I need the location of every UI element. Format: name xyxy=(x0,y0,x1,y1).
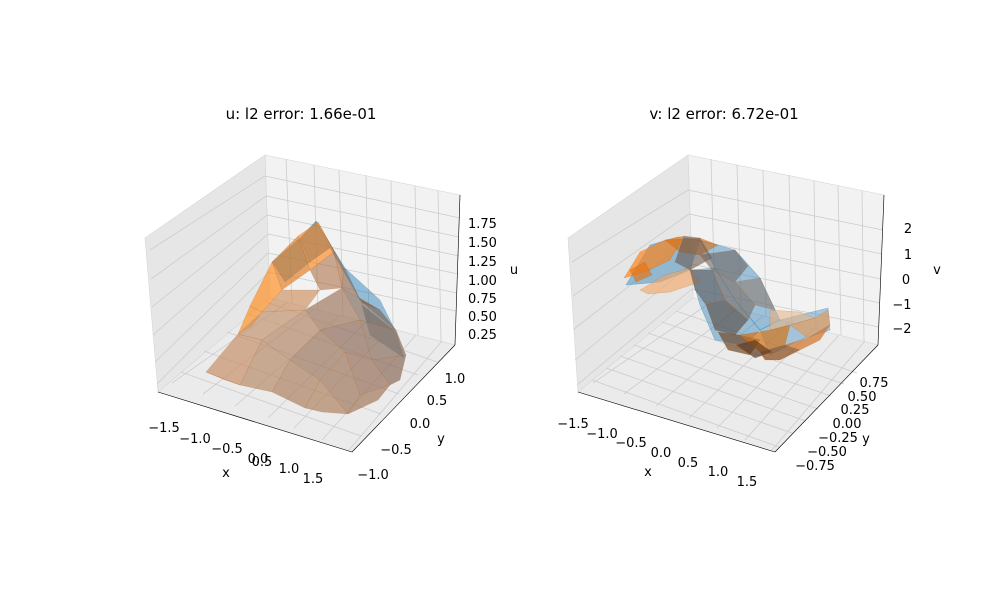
plot-v-xtick: −1.5 xyxy=(557,417,589,432)
plot-u-ztick: 1.25 xyxy=(468,255,497,270)
plot-v-xtick: 1.0 xyxy=(708,465,729,480)
plot-v-xtick: 1.5 xyxy=(737,475,758,490)
plot-v-title: v: l2 error: 6.72e-01 xyxy=(649,105,798,123)
plot-u-zlabel: u xyxy=(510,263,518,278)
plot-u-xtick: 0.0 xyxy=(248,452,269,467)
plot-v-xtick: 0.0 xyxy=(651,446,672,461)
plot-u-surface-orange xyxy=(205,221,407,415)
plot-v-xaxis: −1.5 −1.0 −0.5 0.0 0.5 1.0 1.5 x xyxy=(557,391,776,490)
plot-v-yaxis: −0.75 −0.50 −0.25 0.00 0.25 0.50 0.75 y xyxy=(774,344,889,474)
plot-u-xtick: 0.5 xyxy=(252,455,273,470)
plot-u-xtick: −0.5 xyxy=(211,442,243,457)
plot-u-ztick: 0.75 xyxy=(468,292,497,307)
plot-v-zaxis: −2 −1 0 1 2 v xyxy=(877,194,941,346)
plot-v-xlabel: x xyxy=(644,465,652,480)
plot-u-ylabel: y xyxy=(437,432,445,447)
plot-v-ytick: 0.50 xyxy=(848,390,877,405)
plot-u-xaxis: −1.5 −1.0 −0.5 0.0 0.5 1.0 1.5 x xyxy=(148,391,353,487)
plot-v-xtick: 0.5 xyxy=(678,456,699,471)
plot-u-xtick: −1.5 xyxy=(148,421,180,436)
plot-v-ztick: 0 xyxy=(902,273,910,288)
plot-u-yaxis: −1.0 −0.5 0.0 0.5 1.0 y xyxy=(351,344,466,483)
plot-v-ytick: −0.25 xyxy=(818,431,858,446)
plot-u-ztick: 1.00 xyxy=(468,274,497,289)
plot-v-ytick: 0.25 xyxy=(841,403,870,418)
plot-v-ztick: −1 xyxy=(892,298,911,313)
plot-u-ztick: 1.50 xyxy=(468,236,497,251)
plot-u-zaxis: 0.25 0.50 0.75 1.00 1.25 1.50 1.75 u xyxy=(454,194,518,346)
plot-v-xtick: −1.0 xyxy=(586,427,618,442)
plot-u-ztick: 0.25 xyxy=(468,328,497,343)
plot-u-xtick: −1.0 xyxy=(179,432,211,447)
plot-u-ytick: 0.5 xyxy=(427,394,448,409)
plot-u-xtick: 1.0 xyxy=(279,462,300,477)
plot-u-ytick: 0.0 xyxy=(410,417,431,432)
plot-v-ytick: 0.00 xyxy=(833,417,862,432)
plot-u-ytick: −1.0 xyxy=(357,468,389,483)
plot-v: v: l2 error: 6.72e-01 xyxy=(557,105,941,490)
plot-v-ztick: −2 xyxy=(892,322,911,337)
plot-v-ylabel: y xyxy=(862,432,870,447)
plot-u-ytick: −0.5 xyxy=(380,443,412,458)
plot-u-ytick: 1.0 xyxy=(445,372,466,387)
plot-u-title: u: l2 error: 1.66e-01 xyxy=(226,105,377,123)
plot-v-xtick: −0.5 xyxy=(615,436,647,451)
plot-u: u: l2 error: 1.66e-01 xyxy=(144,105,518,487)
plot-u-xtick: 1.5 xyxy=(303,472,324,487)
plot-u-ztick: 0.50 xyxy=(468,310,497,325)
plot-u-xlabel: x xyxy=(222,466,230,481)
plot-v-ytick: 0.75 xyxy=(860,376,889,391)
plot-u-ztick: 1.75 xyxy=(468,217,497,232)
plot-v-ytick: −0.75 xyxy=(795,459,835,474)
plot-v-zlabel: v xyxy=(933,263,941,278)
plot-v-ztick: 1 xyxy=(904,248,912,263)
plot-v-ytick: −0.50 xyxy=(807,445,847,460)
plot-v-ztick: 2 xyxy=(904,222,912,237)
plot-v-surface-orange xyxy=(623,235,831,361)
